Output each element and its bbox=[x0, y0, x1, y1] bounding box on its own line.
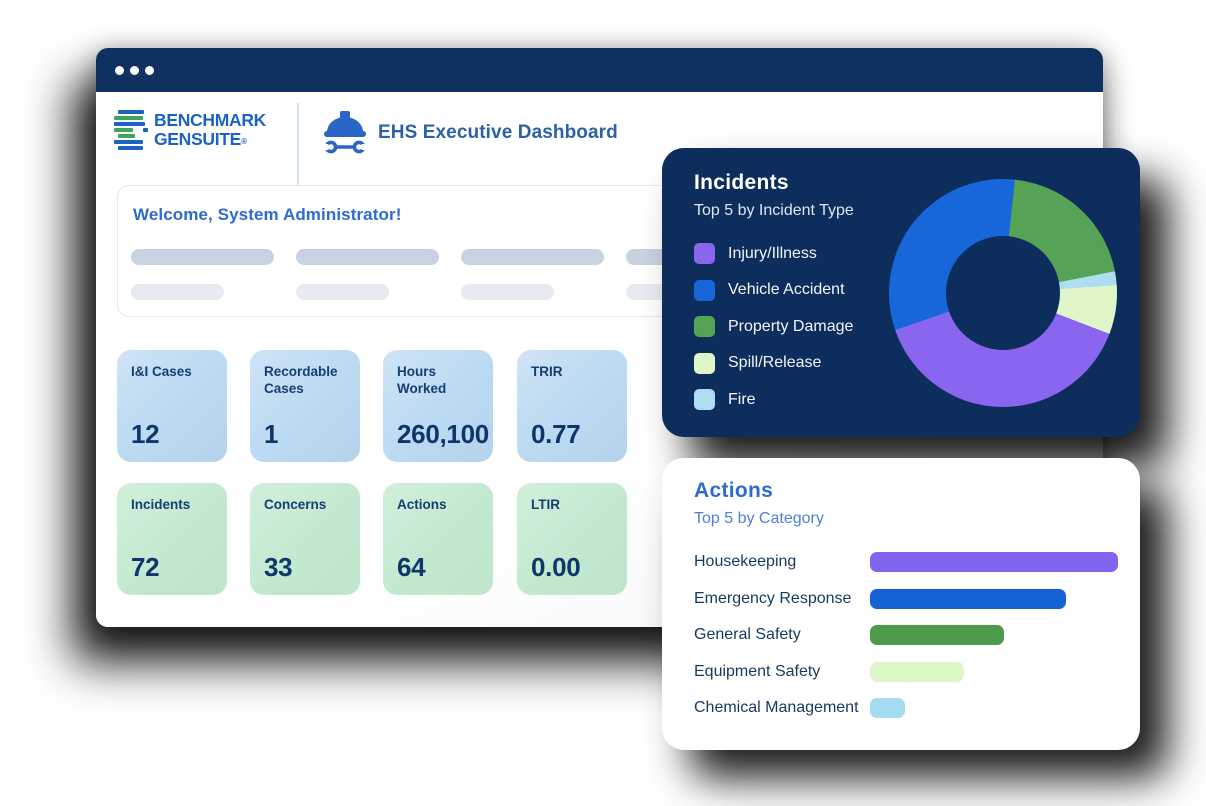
legend-swatch bbox=[694, 389, 715, 410]
bar-row-emergency-response[interactable]: Emergency Response bbox=[694, 588, 1118, 609]
actions-card-subtitle: Top 5 by Category bbox=[694, 510, 824, 527]
skeleton-bar bbox=[461, 284, 554, 300]
kpi-value: 33 bbox=[264, 552, 293, 582]
incidents-chart-card: Incidents Top 5 by Incident Type Injury/… bbox=[662, 148, 1140, 437]
bar-general-safety bbox=[870, 625, 1004, 645]
bar-track bbox=[870, 625, 1118, 645]
header-divider bbox=[297, 103, 299, 195]
actions-chart-card: Actions Top 5 by Category Housekeeping E… bbox=[662, 458, 1140, 750]
legend-label: Fire bbox=[728, 390, 756, 408]
skeleton-bar bbox=[131, 284, 224, 300]
kpi-card-recordable-cases[interactable]: Recordable Cases 1 bbox=[250, 350, 360, 462]
kpi-value: 0.77 bbox=[531, 419, 581, 449]
bar-row-chemical-management[interactable]: Chemical Management bbox=[694, 698, 1118, 718]
kpi-value: 0.00 bbox=[531, 552, 581, 582]
kpi-card-actions[interactable]: Actions 64 bbox=[383, 483, 493, 595]
kpi-value: 64 bbox=[397, 552, 426, 582]
bar-label: Housekeeping bbox=[694, 553, 797, 570]
window-dot-2[interactable] bbox=[130, 65, 139, 75]
kpi-label: Concerns bbox=[264, 497, 327, 512]
legend-swatch bbox=[694, 352, 715, 374]
bar-row-housekeeping[interactable]: Housekeeping bbox=[694, 552, 1118, 572]
brand-line2: GENSUITE® bbox=[154, 129, 247, 149]
window-titlebar bbox=[96, 48, 1103, 92]
kpi-label: Incidents bbox=[131, 497, 191, 512]
bar-row-equipment-safety[interactable]: Equipment Safety bbox=[694, 661, 1118, 682]
legend-label: Spill/Release bbox=[728, 354, 822, 371]
legend-swatch bbox=[694, 279, 715, 301]
skeleton-bar bbox=[296, 284, 389, 300]
legend-swatch bbox=[694, 243, 715, 264]
legend-label: Property Damage bbox=[728, 317, 854, 335]
bar-label: Equipment Safety bbox=[694, 662, 821, 680]
actions-card-title: Actions bbox=[694, 479, 774, 502]
bar-emergency-response bbox=[870, 588, 1066, 609]
skeleton-bar bbox=[296, 249, 439, 265]
hard-hat-wrench-icon bbox=[324, 108, 366, 154]
kpi-label: Recordable Cases bbox=[264, 364, 338, 396]
legend-item-property-damage[interactable]: Property Damage bbox=[694, 316, 853, 337]
bar-housekeeping bbox=[870, 552, 1118, 572]
incidents-legend: Injury/Illness Vehicle Accident Property… bbox=[694, 243, 853, 426]
kpi-card-ltir[interactable]: LTIR 0.00 bbox=[517, 483, 627, 595]
bar-label: Emergency Response bbox=[694, 589, 852, 607]
incidents-donut-chart[interactable] bbox=[889, 179, 1117, 407]
legend-label: Vehicle Accident bbox=[728, 281, 845, 298]
kpi-label: I&I Cases bbox=[131, 364, 192, 379]
legend-swatch bbox=[694, 316, 715, 337]
kpi-label: Actions bbox=[397, 497, 447, 512]
incidents-card-subtitle: Top 5 by Incident Type bbox=[694, 202, 854, 219]
kpi-card-concerns[interactable]: Concerns 33 bbox=[250, 483, 360, 595]
registered-mark: ® bbox=[241, 137, 247, 146]
kpi-label: TRIR bbox=[531, 364, 563, 379]
window-dot-1[interactable] bbox=[115, 65, 124, 75]
kpi-card-ii-cases[interactable]: I&I Cases 12 bbox=[117, 350, 227, 462]
kpi-card-trir[interactable]: TRIR 0.77 bbox=[517, 350, 627, 462]
legend-item-fire[interactable]: Fire bbox=[694, 389, 853, 410]
kpi-card-hours-worked[interactable]: Hours Worked 260,100 bbox=[383, 350, 493, 462]
kpi-label: Hours Worked bbox=[397, 364, 447, 396]
window-dot-3[interactable] bbox=[145, 65, 154, 75]
kpi-value: 12 bbox=[131, 419, 160, 449]
kpi-value: 1 bbox=[264, 419, 279, 449]
bar-equipment-safety bbox=[870, 661, 965, 682]
kpi-value: 260,100 bbox=[397, 419, 489, 449]
legend-item-injury-illness[interactable]: Injury/Illness bbox=[694, 243, 853, 264]
incidents-card-title: Incidents bbox=[694, 171, 789, 194]
bar-label: General Safety bbox=[694, 626, 801, 643]
wrench-jaw-gap bbox=[324, 144, 329, 150]
skeleton-bar bbox=[131, 249, 274, 265]
legend-item-spill-release[interactable]: Spill/Release bbox=[694, 352, 853, 374]
actions-bar-chart: Housekeeping Emergency Response General … bbox=[694, 552, 1118, 735]
legend-label: Injury/Illness bbox=[728, 244, 817, 262]
kpi-value: 72 bbox=[131, 552, 160, 582]
welcome-message: Welcome, System Administrator! bbox=[133, 205, 402, 224]
bar-row-general-safety[interactable]: General Safety bbox=[694, 625, 1118, 645]
bar-track bbox=[870, 588, 1118, 609]
donut-hole bbox=[946, 236, 1060, 350]
bar-track bbox=[870, 552, 1118, 572]
page-title: EHS Executive Dashboard bbox=[378, 122, 618, 143]
kpi-label: LTIR bbox=[531, 497, 560, 512]
brand-wordmark[interactable]: BENCHMARK GENSUITE® bbox=[154, 111, 266, 151]
legend-item-vehicle-accident[interactable]: Vehicle Accident bbox=[694, 279, 853, 301]
bar-track bbox=[870, 698, 1118, 718]
skeleton-bar bbox=[461, 249, 604, 265]
kpi-card-incidents[interactable]: Incidents 72 bbox=[117, 483, 227, 595]
benchmark-gensuite-logo-icon bbox=[114, 110, 148, 152]
brand-line1: BENCHMARK bbox=[154, 110, 267, 130]
bar-label: Chemical Management bbox=[694, 699, 859, 716]
bar-track bbox=[870, 661, 1118, 682]
bar-chemical-management bbox=[870, 698, 905, 718]
